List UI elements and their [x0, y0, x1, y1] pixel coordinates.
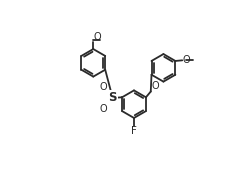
Text: O: O — [93, 32, 101, 42]
Text: O: O — [100, 82, 107, 92]
Text: O: O — [183, 55, 190, 65]
Text: O: O — [100, 104, 107, 114]
Text: O: O — [152, 81, 159, 91]
Text: F: F — [131, 127, 137, 136]
Text: S: S — [108, 91, 117, 104]
